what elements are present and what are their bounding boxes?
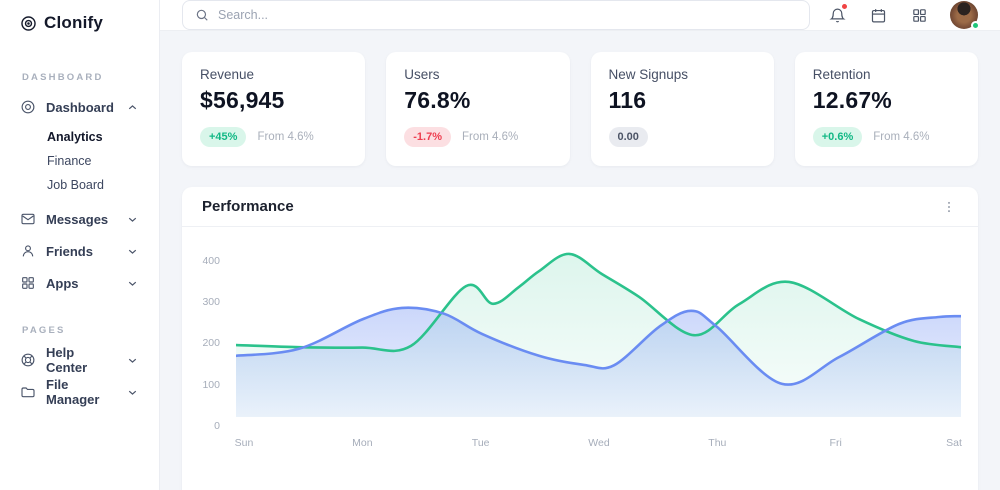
kebab-menu-icon[interactable] (940, 196, 958, 218)
card-value: 76.8% (404, 87, 471, 113)
sidebar-item-friends[interactable]: Friends (12, 235, 147, 267)
panel-title: Performance (202, 198, 294, 215)
blue-series-line (236, 306, 961, 386)
logo-icon (20, 15, 37, 32)
chevron-down-icon (126, 245, 139, 258)
search-box[interactable] (182, 0, 810, 30)
search-icon (195, 8, 209, 22)
mail-icon (20, 211, 36, 227)
stat-card-new-signups: New Signups 116 0.00 (590, 52, 774, 166)
card-value: 116 (608, 87, 647, 113)
dashboard-icon (20, 99, 36, 115)
calendar-icon (870, 7, 887, 24)
y-axis-tick-label: 300 (202, 296, 220, 309)
y-axis-tick-label: 100 (202, 378, 220, 391)
card-note: From 4.6% (462, 131, 519, 143)
section-label-dashboard: DASHBOARD (22, 72, 104, 83)
search-input[interactable] (218, 8, 797, 22)
dashboard-submenu: Analytics Finance Job Board (12, 123, 147, 203)
y-axis-tick-label: 200 (202, 337, 220, 350)
trend-badge: 0.00 (608, 127, 648, 147)
online-status-dot (971, 21, 980, 30)
topbar-actions (827, 1, 980, 30)
performance-panel: Performance (182, 187, 978, 490)
logo-text: Clonify (44, 13, 104, 32)
user-menu[interactable] (950, 1, 980, 30)
stat-cards-row: Revenue $56,945 +45% From 4.6% Users 76.… (182, 52, 978, 166)
content: Revenue $56,945 +45% From 4.6% Users 76.… (160, 31, 1000, 490)
card-value: 12.67% (812, 87, 892, 113)
y-axis-tick-label: 400 (202, 254, 220, 267)
sidebar-item-apps[interactable]: Apps (12, 267, 147, 299)
card-note: From 4.6% (873, 131, 930, 143)
sidebar-item-file-manager[interactable]: File Manager (12, 376, 147, 408)
logo[interactable]: Clonify (12, 0, 147, 46)
notifications-button[interactable] (827, 3, 848, 25)
x-axis-tick-label: Sat (946, 437, 962, 449)
stat-card-retention: Retention 12.67% +0.6% From 4.6% (794, 52, 978, 166)
x-axis-tick-label: Thu (708, 437, 727, 449)
x-axis-tick-label: Tue (471, 437, 490, 449)
trend-badge: -1.7% (404, 127, 451, 147)
green-series-line (236, 252, 961, 353)
sidebar-item-messages[interactable]: Messages (12, 203, 147, 235)
sidebar-item-label: Help Center (46, 345, 88, 375)
y-axis-tick-label: 0 (214, 420, 220, 432)
notification-dot (841, 3, 848, 10)
trend-badge: +0.6% (812, 127, 863, 147)
x-axis-tick-label: Fri (829, 437, 842, 449)
x-axis-tick-label: Mon (352, 437, 373, 449)
trend-badge: +45% (200, 127, 247, 147)
blue-series-area (236, 307, 961, 417)
sidebar-subitem-analytics[interactable]: Analytics (47, 130, 103, 144)
sidebar: Clonify DASHBOARD Dashboard Analytics Fi… (0, 0, 160, 490)
section-label-pages: PAGES (22, 325, 66, 336)
sidebar-item-label: File Manager (46, 377, 100, 407)
bell-icon (828, 7, 846, 24)
chevron-down-icon (126, 386, 139, 399)
main-area: Revenue $56,945 +45% From 4.6% Users 76.… (160, 0, 1000, 490)
lifebuoy-icon (20, 352, 36, 368)
user-icon (20, 243, 36, 259)
stat-card-users: Users 76.8% -1.7% From 4.6% (386, 52, 570, 166)
card-title: Retention (812, 67, 871, 82)
stat-card-revenue: Revenue $56,945 +45% From 4.6% (182, 52, 366, 166)
card-title: Revenue (200, 67, 255, 82)
sidebar-item-dashboard[interactable]: Dashboard (12, 91, 147, 123)
card-title: New Signups (608, 67, 689, 82)
chevron-down-icon (126, 354, 139, 367)
apps-launcher-button[interactable] (909, 5, 929, 25)
folder-icon (20, 384, 36, 400)
x-axis-tick-label: Wed (588, 437, 610, 449)
card-title: Users (404, 67, 440, 82)
sidebar-item-help-center[interactable]: Help Center (12, 344, 147, 376)
sidebar-item-label: Apps (46, 275, 79, 291)
sidebar-item-label: Dashboard (46, 99, 114, 115)
chevron-down-icon (126, 277, 139, 290)
chevron-down-icon (126, 213, 139, 226)
sidebar-subitem-finance[interactable]: Finance (47, 154, 92, 168)
apps-icon (20, 275, 36, 291)
card-value: $56,945 (200, 87, 285, 113)
sidebar-subitem-job-board[interactable]: Job Board (47, 178, 104, 192)
grid-icon (911, 7, 928, 24)
x-axis-tick-label: Sun (234, 437, 254, 449)
performance-chart: 0 100 200 300 400 Sun Mon Tue Wed Thu Fri Sat (182, 227, 978, 467)
calendar-button[interactable] (868, 5, 888, 25)
chart-plot-area (236, 252, 961, 417)
sidebar-item-label: Friends (46, 243, 93, 259)
card-note: From 4.6% (257, 131, 314, 143)
sidebar-item-label: Messages (46, 211, 109, 227)
topbar (160, 0, 1000, 31)
chevron-up-icon (126, 101, 139, 114)
performance-panel-header: Performance (182, 187, 978, 227)
